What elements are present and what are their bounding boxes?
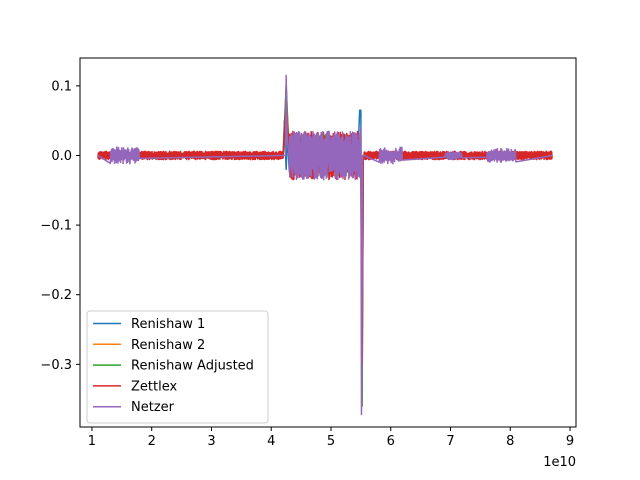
x-tick-label: 4 <box>267 434 275 449</box>
y-axis: 0.1 0.0 −0.1 −0.2 −0.3 <box>40 79 80 373</box>
legend-label: Zettlex <box>131 379 177 394</box>
plot-lines <box>97 74 553 416</box>
x-axis: 1 2 3 4 5 6 7 8 9 <box>88 427 574 449</box>
x-tick-label: 8 <box>506 434 514 449</box>
x-tick-label: 2 <box>148 434 156 449</box>
y-tick-label: 0.1 <box>51 79 72 94</box>
legend-label: Renishaw 2 <box>131 338 205 353</box>
x-tick-label: 9 <box>566 434 574 449</box>
legend: Renishaw 1 Renishaw 2 Renishaw Adjusted Zet… <box>86 310 269 424</box>
legend-label: Renishaw Adjusted <box>131 359 254 374</box>
y-tick-label: −0.3 <box>40 358 72 373</box>
legend-box <box>86 310 269 424</box>
y-tick-label: −0.2 <box>40 288 72 303</box>
x-tick-label: 3 <box>207 434 215 449</box>
y-tick-label: 0.0 <box>51 149 72 164</box>
legend-label: Netzer <box>131 400 175 415</box>
series-line-netzer <box>97 74 553 416</box>
axes-frame <box>79 57 577 428</box>
y-tick-label: −0.1 <box>40 219 72 234</box>
x-tick-label: 6 <box>387 434 395 449</box>
x-tick-label: 7 <box>446 434 454 449</box>
x-offset-label: 1e10 <box>543 455 576 470</box>
legend-label: Renishaw 1 <box>131 317 205 332</box>
x-tick-label: 1 <box>88 434 96 449</box>
x-tick-label: 5 <box>327 434 335 449</box>
